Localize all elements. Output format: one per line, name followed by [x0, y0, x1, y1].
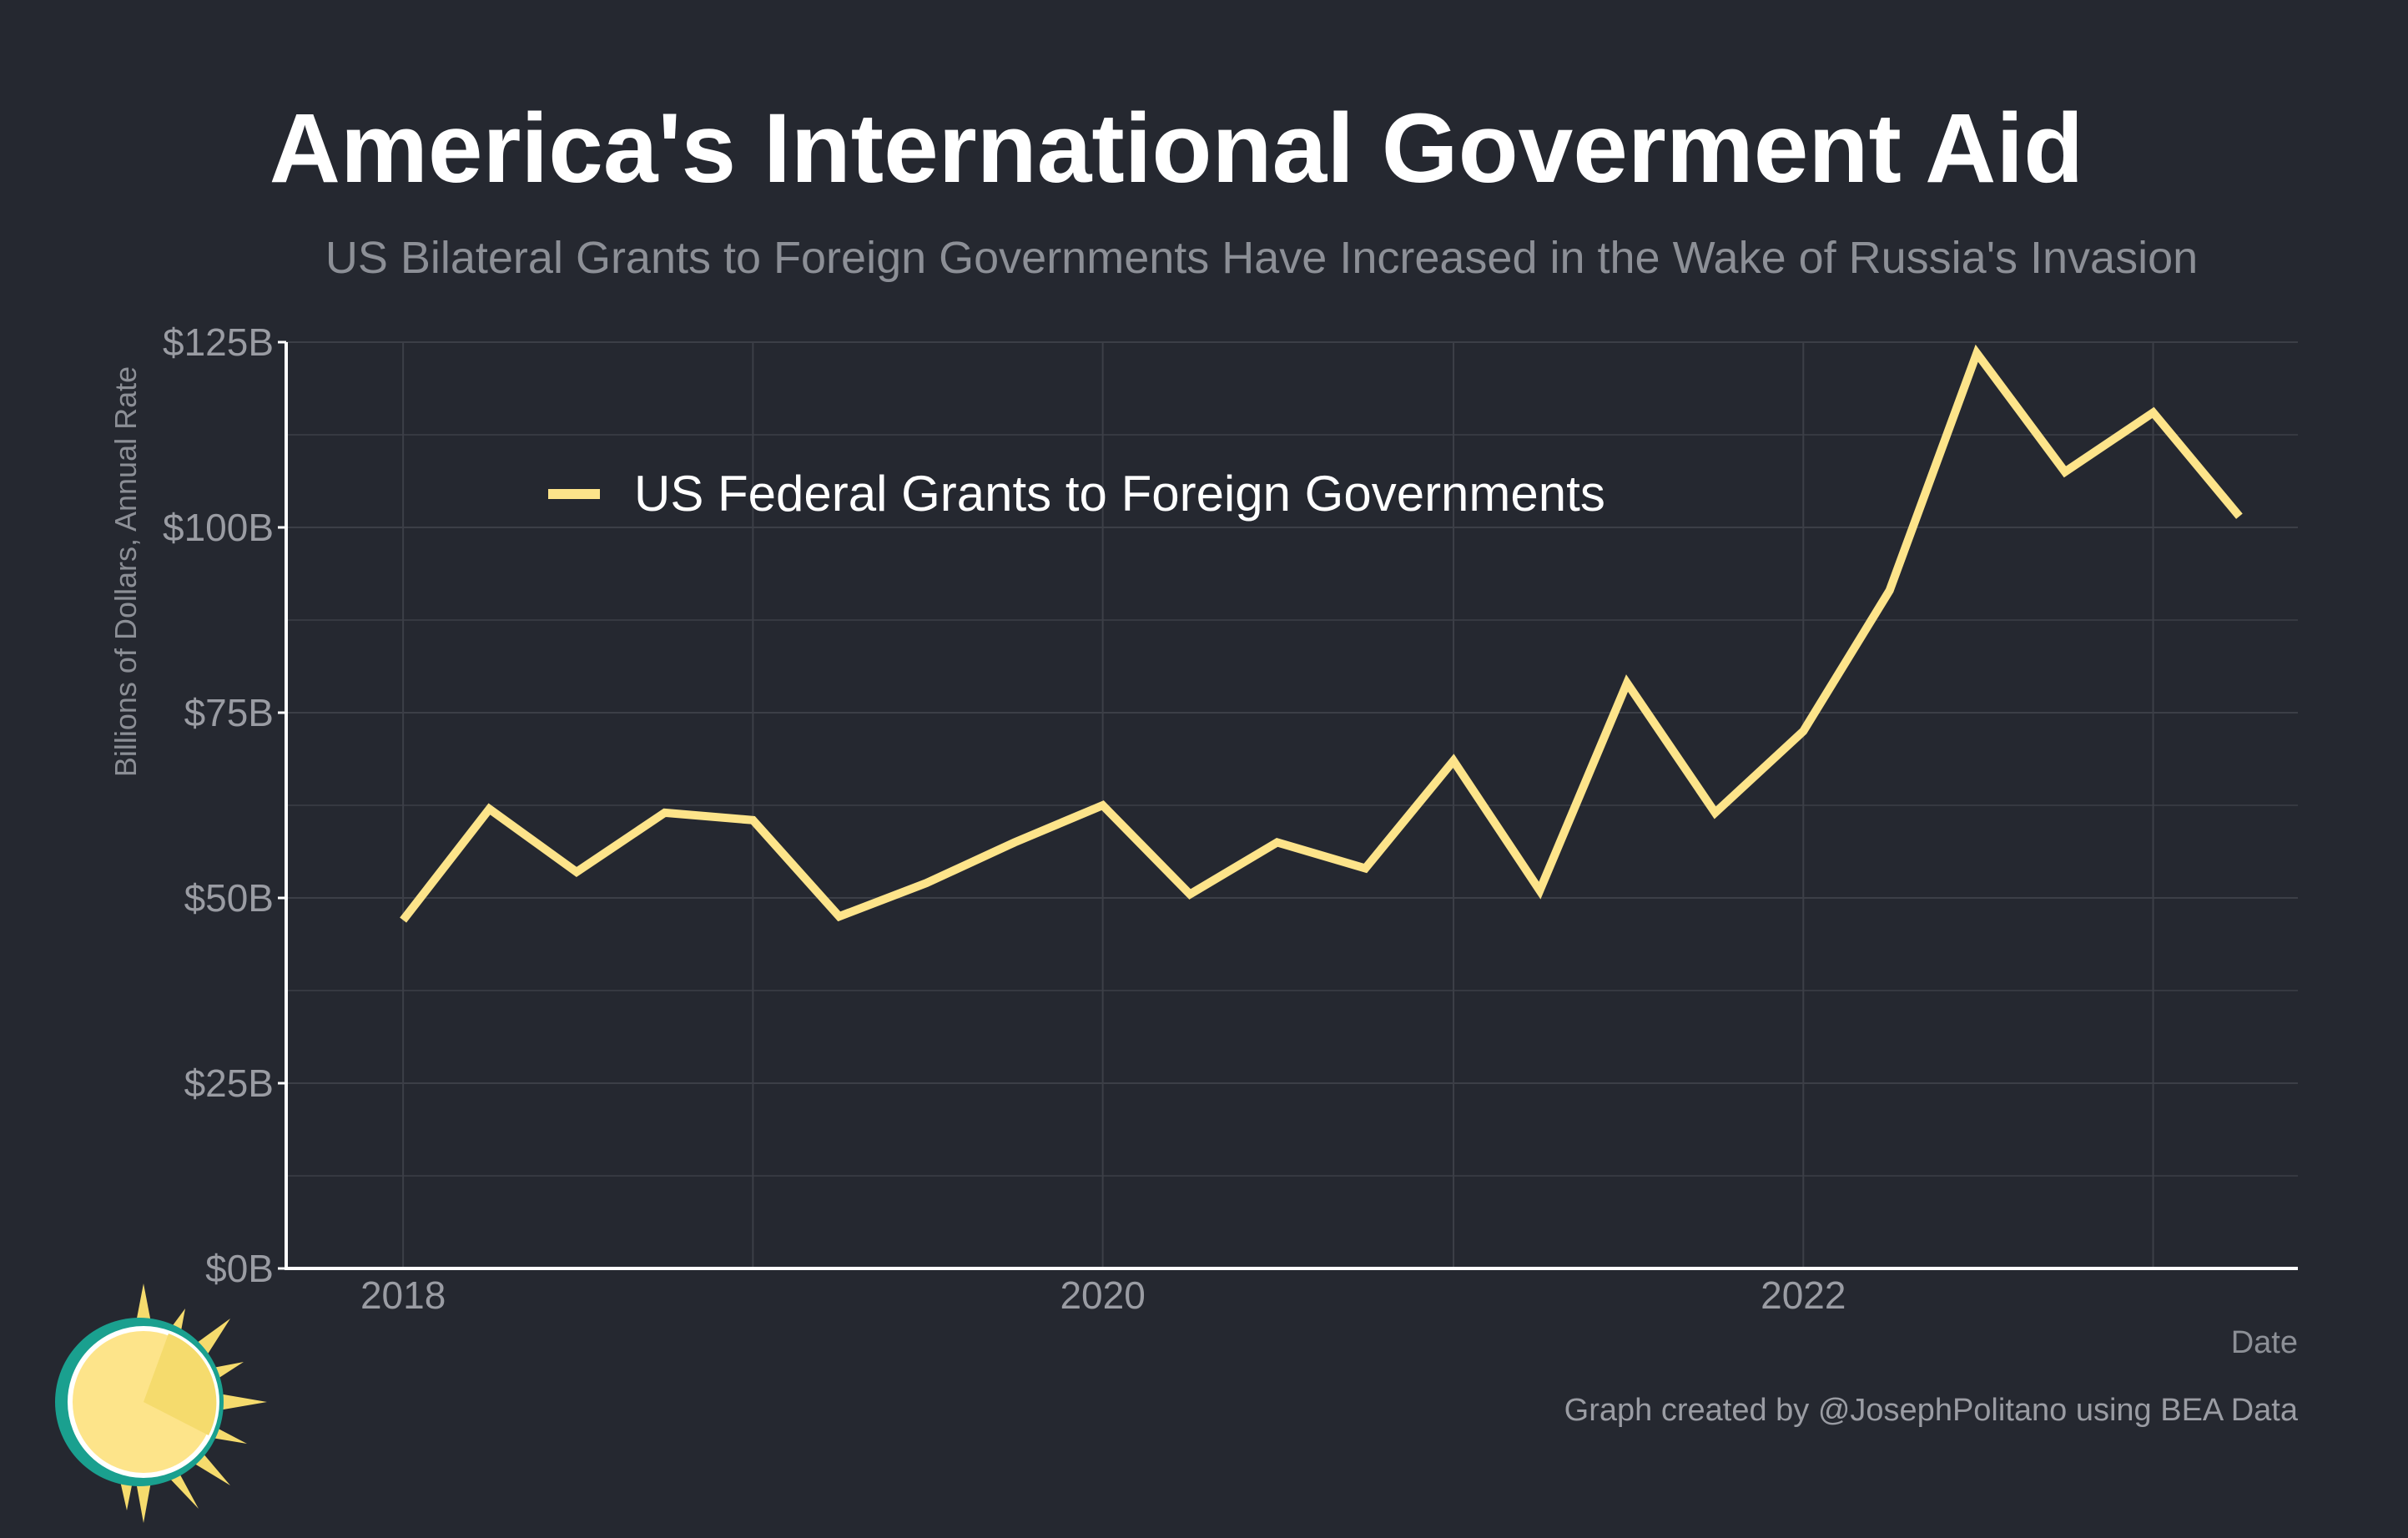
- legend-label: US Federal Grants to Foreign Governments: [634, 466, 1605, 522]
- chart-subtitle: US Bilateral Grants to Foreign Governmen…: [325, 233, 2198, 283]
- series-layer: [400, 344, 2243, 923]
- x-tick-label: 2022: [1761, 1273, 1846, 1317]
- y-tick-labels: $0B $25B $50B $75B $100B $125B: [163, 320, 286, 1290]
- y-tick-label: $50B: [184, 876, 274, 920]
- x-axis-title: Date: [2231, 1325, 2298, 1360]
- chart-title: America's International Goverment Aid: [270, 93, 2083, 204]
- y-tick-label: $0B: [205, 1247, 274, 1290]
- grid-lines: [286, 341, 2298, 1268]
- axes: [285, 342, 2298, 1270]
- sun-logo-icon: [55, 1283, 267, 1523]
- x-tick-label: 2018: [360, 1273, 446, 1317]
- x-tick-label: 2020: [1060, 1273, 1145, 1317]
- legend: US Federal Grants to Foreign Governments: [548, 466, 1605, 522]
- sun-shade: [144, 1334, 217, 1435]
- y-tick-label: $100B: [163, 506, 274, 549]
- y-tick-label: $25B: [184, 1061, 274, 1105]
- series-line: [400, 344, 2243, 923]
- footer-credit: Graph created by @JosephPolitano using B…: [1564, 1393, 2299, 1428]
- y-tick-label: $125B: [163, 320, 274, 364]
- y-axis-title: Billions of Dollars, Annual Rate: [108, 366, 143, 777]
- x-tick-labels: 2018 2020 2022: [360, 1273, 1846, 1317]
- y-tick-label: $75B: [184, 691, 274, 734]
